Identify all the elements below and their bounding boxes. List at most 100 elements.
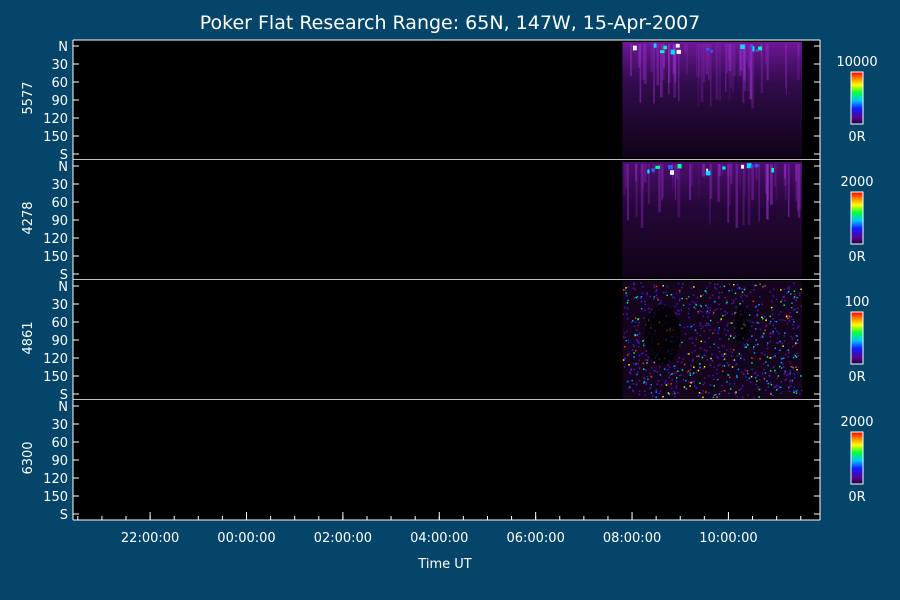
noise-pixel (666, 294, 668, 297)
noise-pixel (640, 307, 643, 310)
noise-pixel (762, 336, 764, 338)
noise-pixel (703, 377, 706, 379)
noise-pixel (706, 306, 709, 308)
noise-pixel (645, 381, 648, 384)
noise-pixel (700, 305, 702, 307)
noise-pixel (645, 350, 648, 352)
noise-pixel (780, 357, 782, 359)
y-tick-label: 90 (51, 454, 68, 469)
noise-pixel (638, 390, 641, 392)
noise-pixel (756, 321, 759, 324)
noise-pixel (695, 371, 698, 374)
colorbar-min-label: 0R (848, 370, 865, 385)
noise-pixel (697, 369, 700, 372)
noise-pixel (744, 294, 746, 296)
noise-pixel (790, 385, 792, 387)
noise-pixel (653, 286, 656, 289)
aurora-streak (728, 44, 731, 102)
noise-pixel (631, 379, 633, 382)
noise-pixel (634, 364, 637, 366)
noise-pixel (767, 386, 769, 388)
aurora-streak (796, 164, 799, 212)
noise-pixel (655, 294, 658, 297)
noise-pixel (655, 396, 657, 398)
noise-pixel (655, 290, 657, 293)
aurora-streak (635, 164, 637, 182)
noise-pixel (752, 300, 755, 303)
noise-pixel (673, 372, 675, 375)
noise-pixel (755, 383, 757, 386)
noise-pixel (747, 394, 749, 396)
noise-pixel (703, 354, 705, 356)
noise-pixel (642, 362, 645, 365)
noise-pixel (761, 303, 763, 305)
noise-pixel (758, 304, 760, 306)
panel-6300: N 30 60 90 120 150 S 6300 2000 0R (21, 400, 874, 523)
noise-pixel (791, 381, 793, 383)
noise-pixel (625, 287, 627, 289)
aurora-streak (797, 44, 800, 56)
noise-pixel (706, 322, 708, 325)
noise-pixel (652, 361, 655, 363)
noise-pixel (769, 340, 772, 343)
noise-pixel (738, 288, 741, 290)
noise-pixel (685, 298, 688, 300)
y-tick-label: 30 (51, 58, 68, 73)
noise-pixel (623, 358, 626, 360)
noise-pixel (754, 306, 757, 308)
noise-pixel (722, 365, 724, 367)
bright-spot (677, 163, 682, 169)
noise-pixel (677, 392, 679, 394)
aurora-streak (732, 44, 734, 93)
aurora-streak (718, 44, 722, 101)
aurora-streak (638, 44, 641, 68)
noise-pixel (634, 334, 637, 337)
noise-pixel (708, 375, 710, 377)
noise-pixel (772, 356, 774, 358)
noise-pixel (700, 295, 702, 297)
noise-pixel (643, 344, 646, 346)
noise-pixel (790, 315, 793, 318)
noise-pixel (778, 386, 781, 388)
noise-pixel (702, 315, 704, 317)
noise-pixel (735, 363, 737, 366)
noise-pixel (624, 289, 627, 291)
noise-pixel (787, 356, 790, 358)
colorbar-min-label: 0R (848, 250, 865, 265)
noise-pixel (706, 310, 709, 313)
noise-pixel (681, 297, 683, 300)
aurora-streak (717, 164, 720, 202)
noise-pixel (643, 381, 646, 383)
noise-pixel (728, 290, 730, 292)
noise-pixel (680, 374, 682, 376)
y-tick-label: S (60, 148, 68, 163)
noise-pixel (622, 289, 625, 291)
noise-pixel (679, 324, 681, 326)
noise-pixel (717, 296, 720, 298)
noise-pixel (656, 296, 658, 299)
noise-pixel (622, 359, 625, 361)
noise-pixel (775, 389, 778, 391)
aurora-streak (744, 164, 746, 197)
bright-spot (660, 50, 665, 54)
noise-pixel (784, 319, 786, 322)
noise-pixel (635, 296, 637, 299)
noise-pixel (726, 324, 728, 327)
noise-pixel (650, 387, 652, 389)
noise-pixel (755, 328, 757, 330)
noise-pixel (668, 376, 670, 378)
noise-pixel (729, 376, 731, 379)
noise-pixel (766, 356, 769, 358)
aurora-streak (783, 164, 787, 186)
aurora-streak (688, 164, 692, 200)
noise-pixel (764, 285, 766, 287)
aurora-streak (662, 44, 665, 68)
noise-pixel (783, 340, 786, 342)
panel-ylabel: 5577 (21, 81, 36, 114)
noise-pixel (631, 349, 634, 351)
noise-pixel (769, 291, 771, 293)
noise-pixel (693, 366, 695, 368)
noise-pixel (714, 286, 716, 289)
noise-pixel (686, 353, 689, 355)
noise-pixel (672, 296, 674, 298)
